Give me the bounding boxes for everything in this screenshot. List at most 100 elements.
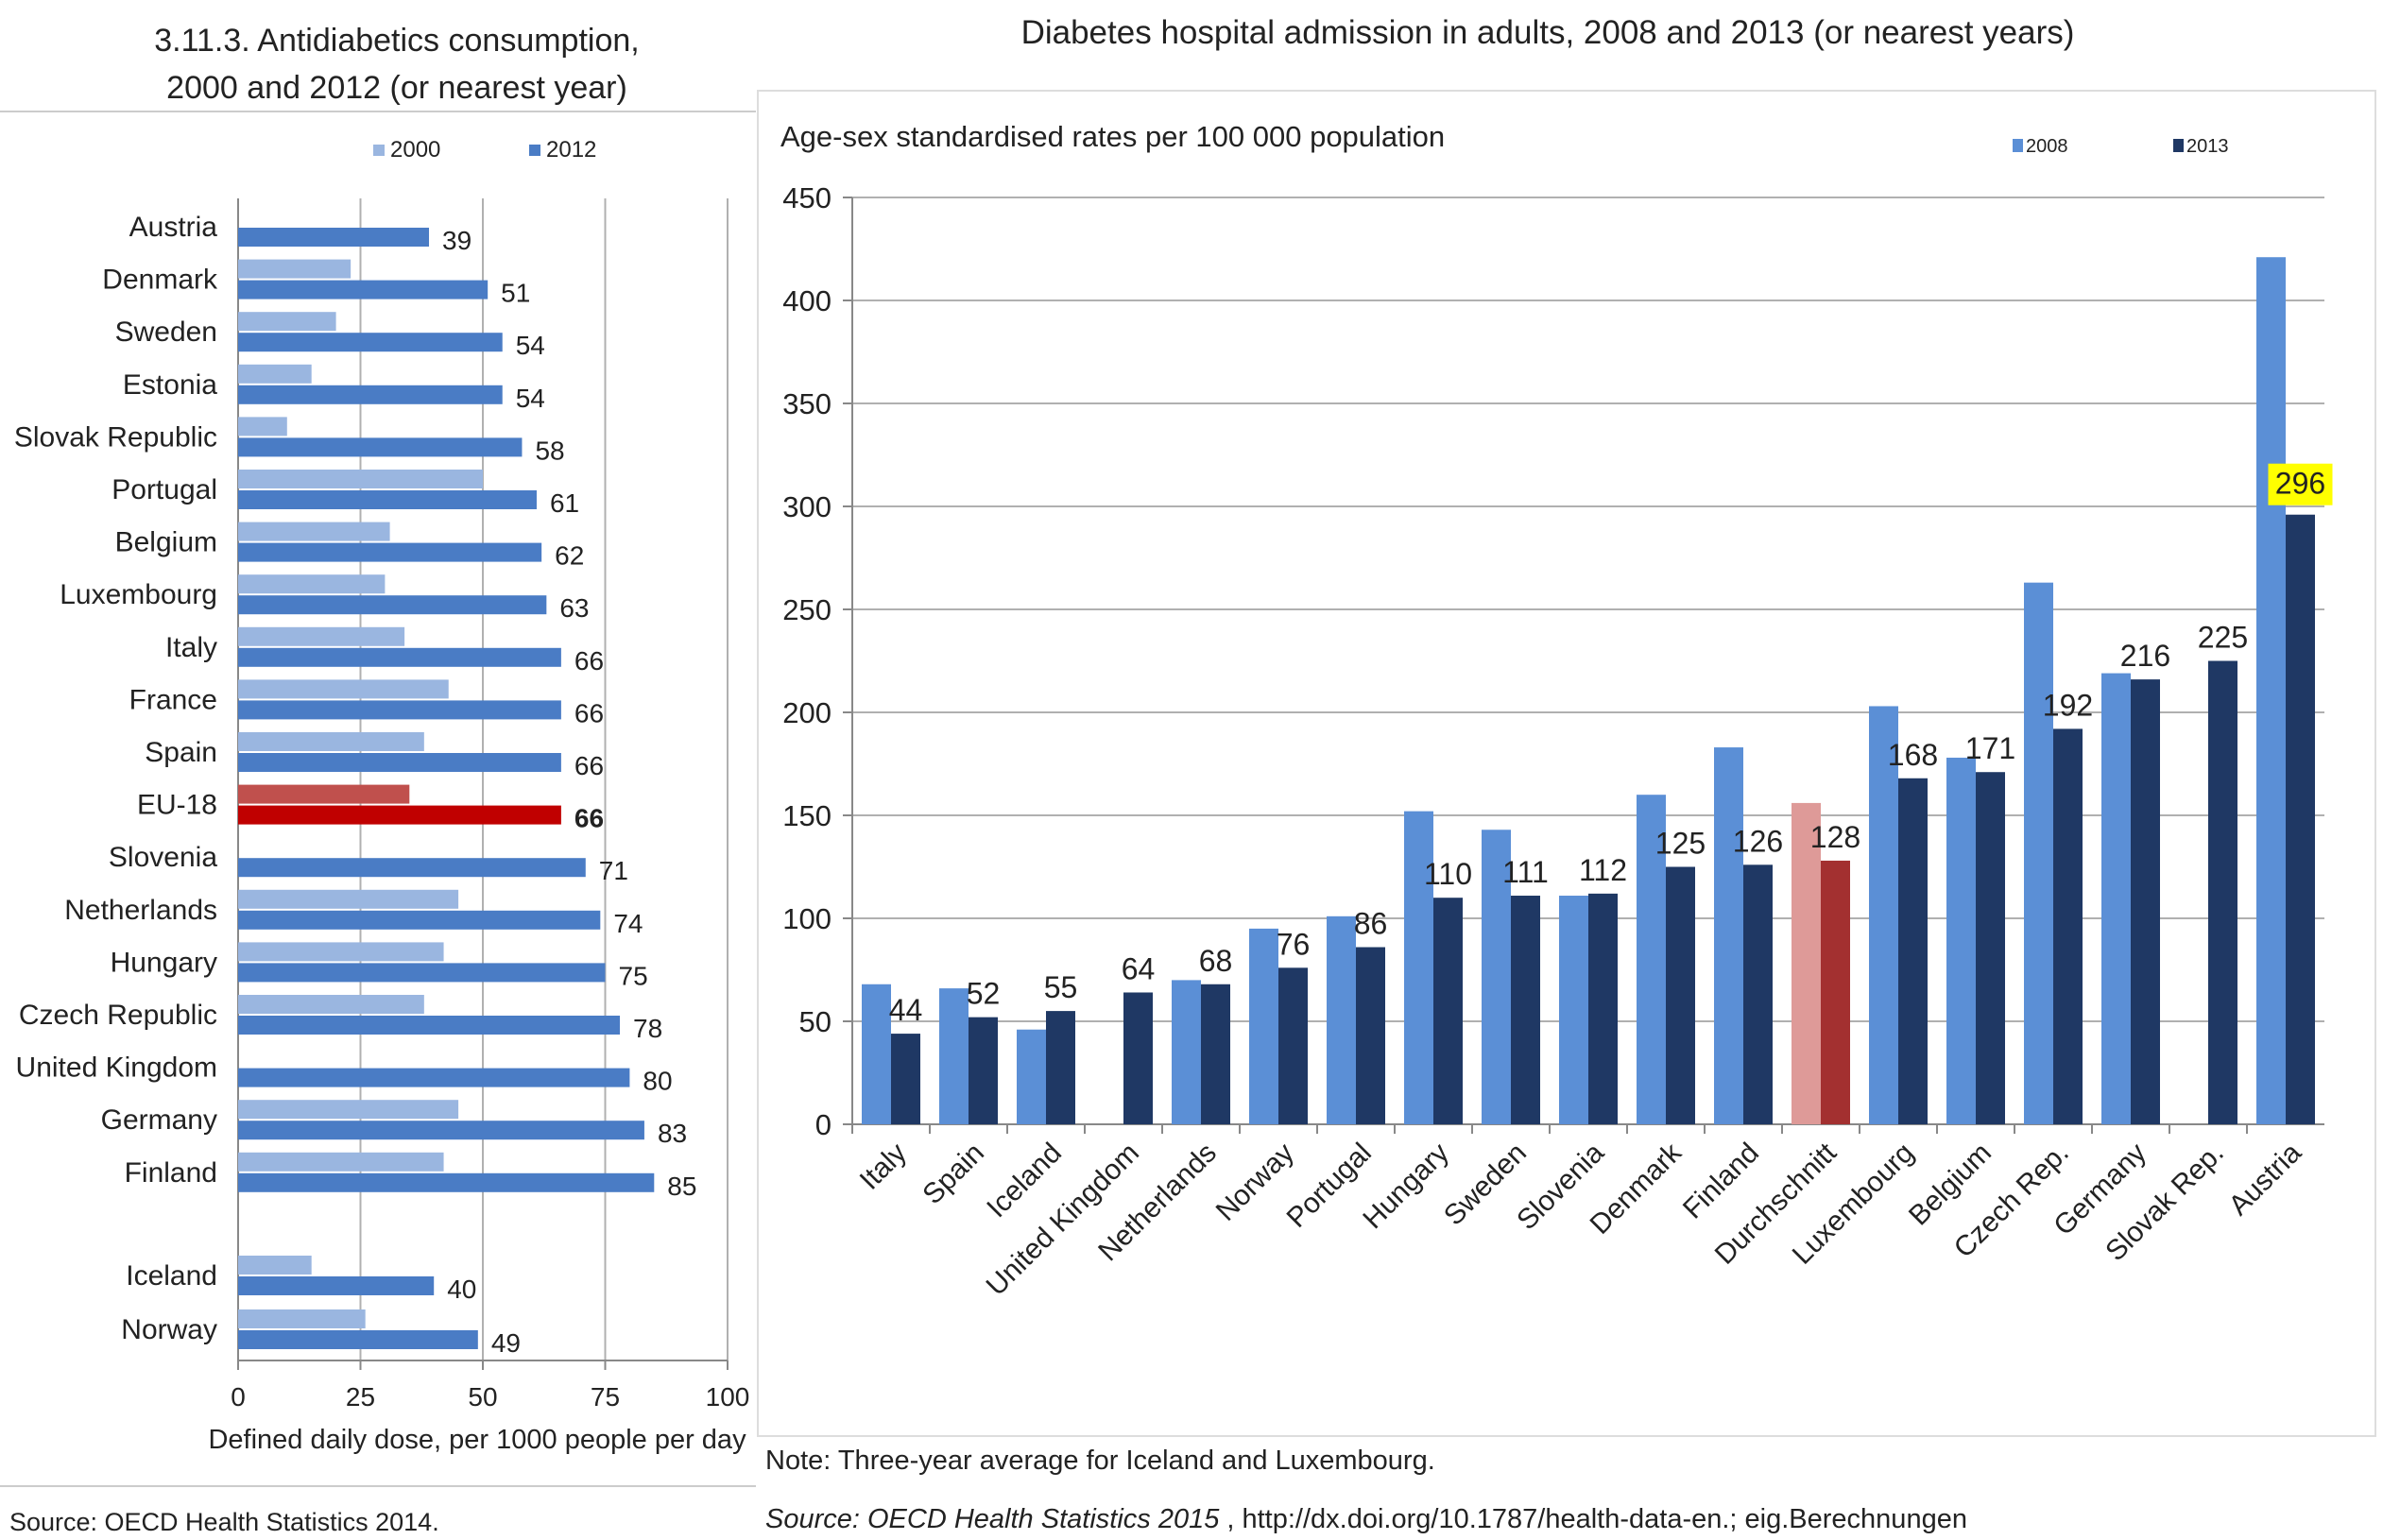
right-y-tick-label: 250: [782, 593, 831, 626]
right-bar-2013: [1976, 772, 2005, 1124]
left-data-label: 49: [491, 1328, 521, 1358]
left-bar-2012: [238, 963, 606, 983]
antidiabetics-chart: 3.11.3. Antidiabetics consumption, 2000 …: [0, 23, 756, 1536]
left-bar-2012: [238, 595, 547, 615]
left-bar-2012: [238, 910, 601, 930]
left-bar-2012: [238, 385, 503, 404]
left-data-label: 54: [516, 331, 545, 360]
left-bar-2012: [238, 1016, 621, 1035]
left-bar-2000: [238, 732, 424, 751]
right-bar-2008: [2101, 673, 2131, 1124]
right-bar-2013: [1743, 864, 1773, 1124]
right-category-label: Italy: [854, 1138, 913, 1196]
right-data-label: 110: [1424, 857, 1472, 891]
right-bar-2013: [1898, 778, 1928, 1124]
right-data-label: 171: [1965, 731, 2015, 765]
right-bar-2008: [1559, 896, 1588, 1124]
right-note: Note: Three-year average for Iceland and…: [765, 1446, 1435, 1476]
right-gridlines: 0 50 100 150 200 250 300 350 400 450: [782, 181, 2324, 1141]
left-data-label: 85: [667, 1172, 696, 1201]
right-bar-2013: [891, 1034, 920, 1124]
left-category-label: Slovenia: [109, 842, 217, 873]
right-bar-2013: [2131, 679, 2160, 1124]
right-legend-swatch: [2013, 139, 2023, 152]
left-bar-2012: [238, 805, 561, 825]
left-category-label: Finland: [125, 1157, 217, 1189]
left-data-label: 78: [633, 1014, 662, 1043]
left-category-label: Iceland: [126, 1260, 217, 1292]
right-bar-2013: [2286, 514, 2315, 1124]
left-category-label: Sweden: [115, 317, 217, 348]
left-bar-2000: [238, 942, 444, 962]
left-category-label: France: [129, 684, 217, 715]
right-bar-2013: [1433, 898, 1463, 1124]
left-bar-2012: [238, 333, 503, 352]
left-data-label: 62: [555, 541, 584, 571]
left-bar-2000: [238, 574, 386, 594]
left-category-labels: Austria Denmark Sweden Estonia Slovak Republ…: [14, 212, 218, 1345]
left-bar-2012: [238, 1121, 644, 1140]
left-category-label: EU-18: [137, 790, 217, 821]
left-legend-swatch: [529, 145, 540, 156]
left-bar-2012: [238, 228, 430, 247]
left-bar-2000: [238, 1152, 444, 1172]
right-bar-2013: [2208, 660, 2237, 1124]
left-x-tick-label: 75: [591, 1382, 620, 1412]
right-y-tick-label: 150: [782, 799, 831, 832]
left-data-label: 51: [501, 279, 530, 308]
right-data-label-highlight: [2268, 463, 2333, 505]
right-bar-2013: [1821, 860, 1850, 1124]
left-legend-label: 2012: [546, 137, 596, 163]
left-bar-2012: [238, 437, 523, 457]
right-y-tick-label: 0: [815, 1108, 831, 1141]
right-bar-2013: [1356, 947, 1385, 1124]
left-data-label: 66: [574, 646, 604, 676]
right-bar-2008: [1714, 747, 1743, 1124]
left-data-label: 83: [658, 1119, 687, 1148]
left-bar-2000: [238, 995, 424, 1014]
left-category-label: Denmark: [102, 265, 218, 296]
left-bar-2000: [238, 364, 312, 384]
left-bar-2012: [238, 1276, 435, 1295]
left-bar-2000: [238, 1100, 459, 1120]
left-data-label: 66: [574, 804, 604, 833]
right-bar-2013: [1588, 893, 1618, 1124]
right-chart-title: Diabetes hospital admission in adults, 2…: [1021, 14, 2075, 51]
left-bar-2012: [238, 542, 542, 562]
right-category-label: Hungary: [1357, 1138, 1455, 1236]
left-bar-2012: [238, 1172, 655, 1192]
right-y-tick-label: 450: [782, 181, 831, 214]
right-bar-2013: [1123, 992, 1153, 1124]
right-bar-2008: [2256, 257, 2286, 1125]
right-bar-2008: [1327, 915, 1356, 1124]
left-category-label: Germany: [101, 1104, 217, 1136]
right-bar-2008: [1792, 802, 1821, 1124]
right-data-label: 125: [1655, 827, 1706, 861]
right-y-tick-label: 400: [782, 284, 831, 317]
left-chart-title-line2: 2000 and 2012 (or nearest year): [166, 70, 627, 106]
left-bar-2012: [238, 753, 561, 772]
left-category-label: Czech Republic: [19, 1000, 217, 1031]
left-bar-2012: [238, 1068, 630, 1087]
left-data-label: 54: [516, 384, 545, 413]
left-bar-2000: [238, 1309, 366, 1328]
right-bar-2013: [1666, 866, 1695, 1124]
left-data-label: 75: [619, 961, 648, 990]
left-data-label: 63: [559, 593, 589, 623]
left-category-label: United Kingdom: [16, 1052, 217, 1084]
left-x-tick-label: 25: [346, 1382, 375, 1412]
right-legend: 2008 2013: [2013, 136, 2229, 157]
left-bar-2000: [238, 889, 459, 909]
right-bar-2008: [2024, 582, 2053, 1124]
right-data-label: 111: [1502, 855, 1549, 889]
left-bar-2000: [238, 784, 410, 804]
right-bar-2008: [1946, 757, 1976, 1124]
right-data-label: 86: [1354, 907, 1388, 941]
right-data-label: 112: [1579, 853, 1627, 887]
right-bar-2008: [1637, 795, 1666, 1124]
hospital-admission-chart: Diabetes hospital admission in adults, 2…: [757, 14, 2376, 1534]
left-x-tick-label: 50: [468, 1382, 497, 1412]
right-data-label: 76: [1277, 927, 1311, 961]
left-legend-label: 2000: [390, 137, 440, 163]
